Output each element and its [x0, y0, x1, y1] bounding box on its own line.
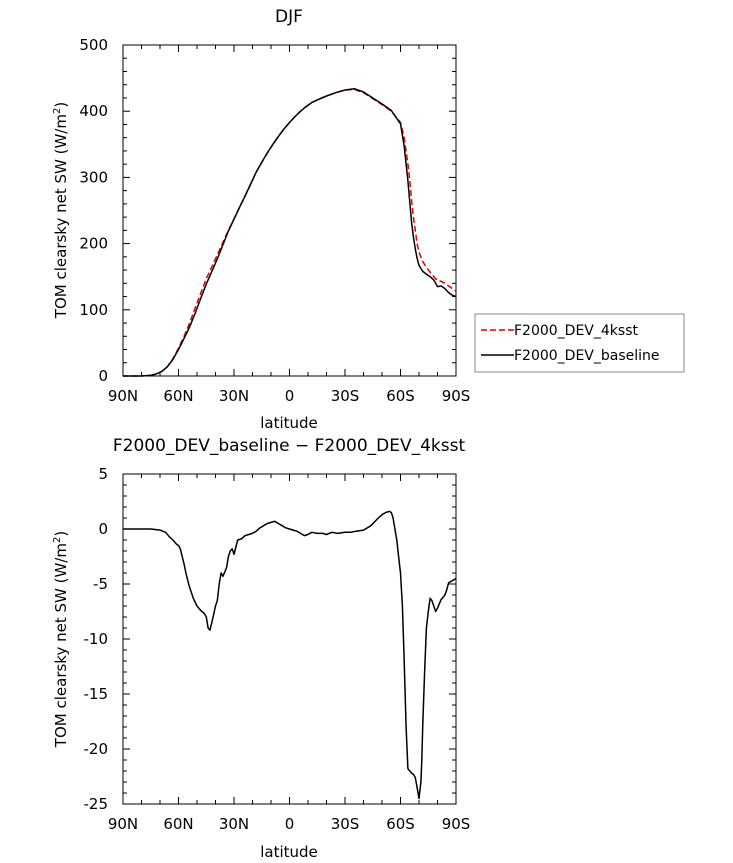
- top-x-tick-label: 0: [285, 387, 295, 405]
- bottom-x-tick-label: 90S: [442, 815, 471, 833]
- top-x-axis-label: latitude: [260, 414, 318, 432]
- top-series-line-f2000-dev-4ksst: [123, 88, 457, 377]
- bottom-series-line-0: [123, 510, 457, 800]
- top-plot-frame: [122, 44, 457, 377]
- top-x-tick-label: 30N: [219, 387, 249, 405]
- top-y-tick-label: 300: [79, 168, 108, 186]
- bottom-x-tick-label: 60N: [163, 815, 193, 833]
- top-chart-title: DJF: [275, 7, 303, 27]
- top-y-tick-label: 400: [79, 102, 108, 120]
- bottom-y-axis-label-tail: ): [52, 531, 70, 537]
- top-x-tick-label: 90S: [442, 387, 471, 405]
- bottom-x-tick-label: 90N: [108, 815, 138, 833]
- bottom-axis-ticks: -25 -20 -15 -10 -5 0 5 90N 60N 30N 0 30S 60S 90S: [84, 465, 471, 833]
- top-x-tick-label: 60S: [386, 387, 415, 405]
- bottom-y-tick-label: -25: [84, 795, 109, 813]
- bottom-panel: F2000_DEV_baseline − F2000_DEV_4ksst -25…: [52, 436, 470, 861]
- bottom-y-tick-label: -5: [93, 575, 108, 593]
- bottom-y-tick-label: -10: [84, 630, 109, 648]
- bottom-y-tick-label: -20: [84, 740, 109, 758]
- bottom-x-tick-label: 60S: [386, 815, 415, 833]
- bottom-plot-frame: [122, 473, 457, 805]
- top-axis-ticks: 0 100 200 300 400 500 90N 60N 30N 0 30S 60S 90S: [79, 36, 470, 405]
- top-y-tick-label: 500: [79, 36, 108, 54]
- bottom-x-tick-label: 30S: [331, 815, 360, 833]
- bottom-y-tick-label: -15: [84, 685, 109, 703]
- top-y-axis-label-tail: ): [52, 102, 70, 108]
- top-y-axis-label-sup: 2: [52, 108, 63, 114]
- bottom-y-axis-label: TOM clearsky net SW (W/m2): [52, 531, 70, 748]
- bottom-x-tick-label: 0: [285, 815, 295, 833]
- legend: F2000_DEV_4ksst F2000_DEV_baseline: [474, 313, 685, 373]
- top-x-tick-label: 90N: [108, 387, 138, 405]
- bottom-y-axis-label-sup: 2: [52, 537, 63, 543]
- legend-label-4ksst: F2000_DEV_4ksst: [514, 323, 638, 339]
- top-series-group: [123, 87, 457, 377]
- top-x-tick-label: 60N: [163, 387, 193, 405]
- top-y-axis-label-main: TOM clearsky net SW (W/m: [52, 114, 70, 319]
- top-y-tick-label: 200: [79, 235, 108, 253]
- top-y-tick-label: 0: [98, 367, 108, 385]
- bottom-y-tick-label: 0: [98, 520, 108, 538]
- legend-label-baseline: F2000_DEV_baseline: [514, 348, 660, 364]
- top-series-line-f2000-dev-baseline: [123, 87, 457, 377]
- top-x-tick-label: 30S: [331, 387, 360, 405]
- bottom-x-tick-label: 30N: [219, 815, 249, 833]
- bottom-x-axis-label: latitude: [260, 843, 318, 861]
- bottom-y-axis-label-main: TOM clearsky net SW (W/m: [52, 543, 70, 748]
- bottom-y-tick-label: 5: [98, 465, 108, 483]
- top-y-axis-label: TOM clearsky net SW (W/m2): [52, 102, 70, 319]
- top-y-tick-label: 100: [79, 301, 108, 319]
- legend-box: [474, 313, 685, 373]
- bottom-chart-title: F2000_DEV_baseline − F2000_DEV_4ksst: [113, 436, 466, 456]
- bottom-series-group: [123, 510, 457, 800]
